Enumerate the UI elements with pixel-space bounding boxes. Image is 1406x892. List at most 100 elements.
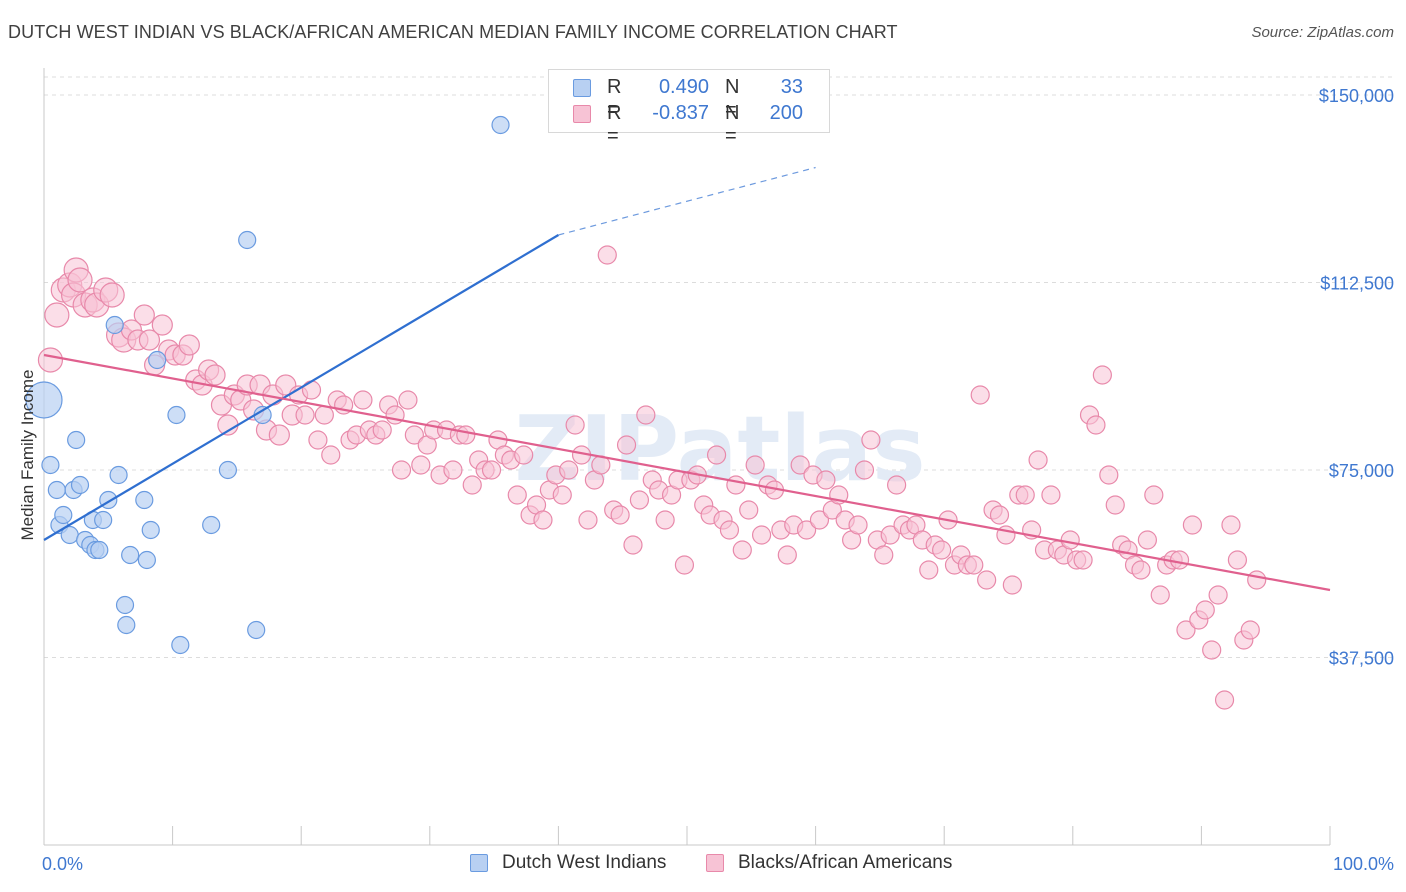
pink-point	[151, 314, 173, 336]
pink-point	[1214, 690, 1235, 710]
blue-series-points	[25, 115, 510, 655]
pink-point	[44, 302, 70, 328]
pink-point	[1002, 575, 1022, 595]
pink-point	[848, 515, 868, 535]
pink-point	[1150, 585, 1170, 605]
bottom-legend-label-pink: Blacks/African Americans	[738, 852, 953, 873]
pink-point	[674, 555, 695, 575]
pink-point	[809, 510, 830, 530]
legend-swatch-pink	[573, 105, 591, 123]
pink-point	[1131, 560, 1151, 580]
legend-n-value: 33	[780, 76, 803, 98]
pink-point	[732, 540, 752, 560]
legend-r-value: 0.490	[658, 76, 709, 98]
pink-point	[559, 460, 579, 480]
x-tick-label-min: 0.0%	[42, 854, 83, 874]
pink-point	[1137, 530, 1157, 550]
pink-point	[932, 540, 952, 560]
pink-point	[745, 455, 765, 475]
axes	[43, 68, 1331, 846]
pink-point	[816, 470, 836, 490]
blue-point	[115, 595, 135, 615]
pink-point	[777, 545, 797, 565]
blue-point	[41, 455, 60, 475]
pink-point	[398, 390, 418, 410]
pink-point	[67, 267, 93, 293]
y-tick-label-150000: $150,000	[1319, 86, 1394, 106]
pink-point	[719, 520, 740, 540]
pink-point	[1073, 550, 1093, 570]
pink-point	[462, 475, 482, 495]
blue-point	[218, 460, 237, 480]
bottom-legend-label-blue: Dutch West Indians	[502, 852, 667, 873]
pink-point	[268, 424, 290, 446]
pink-point	[919, 560, 939, 580]
pink-point	[726, 475, 746, 495]
pink-trend-line	[43, 353, 1331, 592]
pink-point	[790, 455, 810, 475]
pink-point	[411, 455, 431, 475]
legend-r-label: R =	[607, 76, 622, 121]
pink-point	[1221, 515, 1241, 535]
blue-point	[117, 615, 136, 635]
pink-point	[751, 525, 772, 545]
legend-r-label: R =	[607, 102, 622, 147]
pink-point	[636, 405, 656, 425]
blue-point	[25, 381, 63, 419]
pink-point	[391, 460, 412, 480]
pink-point	[1208, 585, 1228, 605]
pink-point	[99, 282, 125, 308]
pink-point	[880, 525, 900, 545]
pink-point	[1060, 530, 1080, 550]
pink-point	[854, 460, 875, 480]
pink-point	[321, 445, 341, 465]
blue-point	[491, 115, 510, 135]
blue-point	[171, 635, 190, 655]
pink-point	[874, 545, 894, 565]
pink-point	[1144, 485, 1164, 505]
pink-point	[1169, 550, 1190, 570]
pink-point	[404, 425, 424, 445]
blue-point	[47, 480, 66, 500]
legend-n-label: N =	[725, 76, 740, 121]
pink-point	[514, 445, 534, 465]
pink-point	[887, 475, 907, 495]
blue-point	[54, 505, 73, 525]
pink-point	[1247, 570, 1267, 590]
pink-point	[308, 430, 328, 450]
pink-point	[1182, 515, 1202, 535]
blue-trend-extension	[558, 166, 816, 236]
pink-point	[481, 460, 502, 480]
blue-point	[90, 540, 109, 560]
blue-trend-line	[43, 234, 559, 541]
correlation-legend: R = 0.490 N = 33 R = -0.837 N = 200	[548, 69, 830, 147]
pink-point	[37, 347, 64, 373]
pink-series-points	[37, 245, 1267, 710]
pink-point	[1028, 450, 1048, 470]
blue-point	[70, 475, 90, 495]
legend-r-value: -0.837	[652, 102, 709, 124]
blue-point	[167, 405, 186, 425]
pink-point	[578, 510, 598, 530]
blue-point	[109, 465, 128, 485]
blue-point	[67, 430, 86, 450]
pink-point	[1015, 485, 1035, 505]
bottom-legend-pink: Blacks/African Americans	[706, 850, 996, 878]
pink-point	[1202, 640, 1222, 660]
pink-point	[1240, 620, 1260, 640]
pink-point	[314, 405, 334, 425]
pink-point	[796, 520, 817, 540]
y-tick-label-75000: $75,000	[1329, 461, 1394, 481]
pink-point	[1086, 415, 1106, 435]
pink-point	[507, 485, 527, 505]
pink-point	[301, 380, 322, 400]
pink-point	[629, 490, 650, 510]
bottom-legend-blue: Dutch West Indians	[470, 850, 690, 878]
pink-point	[1195, 600, 1215, 620]
pink-point	[372, 420, 392, 440]
y-axis-label: Median Family Income	[18, 369, 37, 540]
pink-point	[1041, 485, 1061, 505]
blue-point	[202, 515, 221, 535]
pink-point	[970, 385, 990, 405]
pink-point	[353, 390, 373, 410]
